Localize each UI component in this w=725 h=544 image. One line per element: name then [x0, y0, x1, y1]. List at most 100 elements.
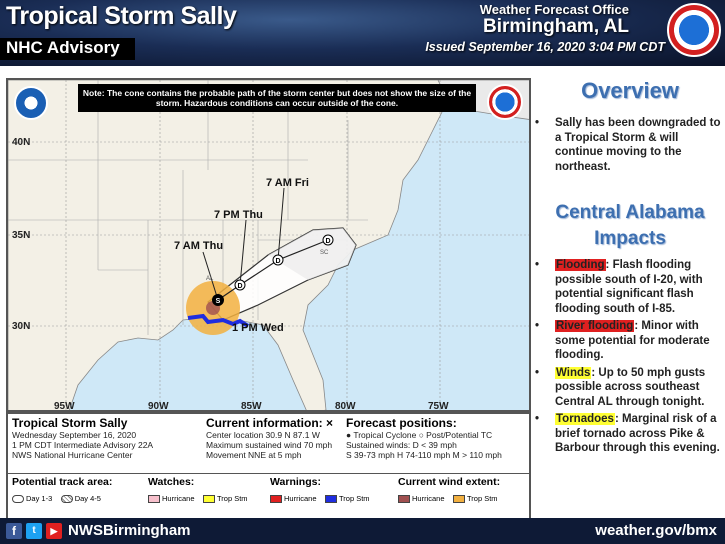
current-line: Maximum sustained wind 70 mph: [206, 440, 333, 450]
list-item: • River flooding: Minor with some potent…: [535, 319, 725, 363]
impacts-title: Central Alabama Impacts: [555, 202, 705, 249]
legend-title: Watches:: [148, 476, 195, 488]
forecast-label-fri: 7 AM Fri: [266, 177, 309, 189]
legend-label: Hurricane: [284, 494, 317, 503]
noaa-logo-icon: [14, 86, 48, 120]
office-label: Weather Forecast Office: [479, 2, 629, 17]
forecast-info: Forecast positions: ● Tropical Cyclone ○…: [346, 416, 526, 460]
advisory-bar: [0, 38, 135, 60]
graticule: [8, 80, 529, 410]
forecast-label-thu-pm: 7 PM Thu: [214, 209, 263, 221]
lon-label: 80W: [335, 401, 356, 412]
lon-label: 75W: [428, 401, 449, 412]
map-graphic: D D D S: [8, 80, 529, 410]
legend-item: Trop Stm: [202, 494, 248, 504]
day45-swatch: [60, 495, 73, 504]
trop-storm-wind-swatch: [452, 495, 465, 504]
legend-label: Day 1-3: [26, 494, 53, 503]
list-item: • Sally has been downgraded to a Tropica…: [535, 116, 725, 174]
state-label-al: AL: [206, 276, 214, 282]
legend: Potential track area: Day 1-3 Day 4-5 Wa…: [8, 474, 529, 528]
header: Tropical Storm Sally NHC Advisory Weathe…: [0, 0, 725, 66]
hurricane-watch-swatch: [148, 495, 160, 504]
impact-text: : Up to 50 mph gusts possible across sou…: [555, 366, 706, 408]
info-box: Tropical Storm Sally Wednesday September…: [6, 412, 531, 530]
map-note: Note: The cone contains the probable pat…: [78, 84, 476, 112]
trop-storm-watch-swatch: [202, 495, 215, 504]
point-label-d1: D: [325, 238, 330, 245]
list-item: • Flooding: Flash flooding possible sout…: [535, 258, 725, 316]
legend-item: Trop Stm: [452, 494, 498, 504]
youtube-icon[interactable]: ▶: [46, 523, 62, 539]
point-label-d3: D: [237, 283, 242, 290]
impact-tag: River flooding: [555, 320, 635, 332]
state-label-sc: SC: [320, 250, 329, 256]
issued-time: Issued September 16, 2020 3:04 PM CDT: [425, 40, 665, 54]
current-line: Movement NNE at 5 mph: [206, 450, 302, 460]
legend-item: Hurricane: [270, 494, 317, 504]
legend-label: Hurricane: [162, 494, 195, 503]
trop-storm-warning-swatch: [324, 495, 337, 504]
day13-swatch: [12, 495, 24, 504]
legend-title: Current wind extent:: [398, 476, 501, 488]
social-handle[interactable]: NWSBirmingham: [68, 522, 191, 539]
land-area: [8, 80, 449, 410]
forecast-point-fri: [322, 234, 334, 246]
legend-label: Trop Stm: [338, 494, 370, 503]
track-line: [217, 239, 329, 301]
nws-logo-icon: [667, 3, 721, 57]
bullet-icon: •: [535, 413, 540, 425]
point-label-s: S: [216, 298, 221, 305]
page-title: Tropical Storm Sally: [6, 2, 237, 30]
leader-thu-pm: [239, 219, 247, 286]
leader-thu-am: [202, 251, 219, 301]
bullet-icon: •: [535, 117, 540, 129]
website-link[interactable]: weather.gov/bmx: [595, 522, 717, 539]
legend-item: Hurricane: [398, 494, 445, 504]
info-row: Tropical Storm Sally Wednesday September…: [8, 414, 529, 474]
legend-item: Day 1-3: [12, 494, 53, 504]
legend-label: Trop Stm: [466, 494, 498, 503]
lat-label: 35N: [12, 230, 31, 241]
footer: f t ▶ NWSBirmingham weather.gov/bmx: [0, 518, 725, 544]
lon-label: 90W: [148, 401, 169, 412]
forecast-line: ● Tropical Cyclone ○ Post/Potential TC: [346, 430, 493, 440]
forecast-map: D D D S Note: The cone contains the prob…: [6, 78, 531, 412]
point-label-d2: D: [275, 258, 280, 265]
lon-label: 95W: [54, 401, 75, 412]
legend-item: Trop Stm: [324, 494, 370, 504]
office-name: Birmingham, AL: [482, 16, 629, 37]
storm-line: 1 PM CDT Intermediate Advisory 22A: [12, 440, 154, 450]
current-line: Center location 30.9 N 87.1 W: [206, 430, 320, 440]
trop-storm-warning-coast: [187, 313, 250, 328]
facebook-icon[interactable]: f: [6, 523, 22, 539]
overview-list: • Sally has been downgraded to a Tropica…: [535, 116, 725, 177]
forecast-point-thu-am: [234, 279, 246, 291]
legend-watches: Watches: Hurricane Trop Stm: [148, 476, 268, 506]
current-title: Current information: ×: [206, 416, 334, 430]
legend-label: Hurricane: [412, 494, 445, 503]
current-position: [212, 294, 224, 306]
hurricane-warning-swatch: [270, 495, 282, 504]
overview-title: Overview: [581, 78, 679, 103]
forecast-line: S 39-73 mph H 74-110 mph M > 110 mph: [346, 450, 502, 460]
twitter-icon[interactable]: t: [26, 523, 42, 539]
legend-item: Hurricane: [148, 494, 195, 504]
leader-fri: [277, 187, 285, 261]
bullet-icon: •: [535, 320, 540, 332]
legend-label: Trop Stm: [216, 494, 248, 503]
storm-name: Tropical Storm Sally: [12, 416, 128, 430]
storm-info: Tropical Storm Sally Wednesday September…: [12, 416, 202, 460]
legend-wind-extent: Current wind extent: Hurricane Trop Stm: [398, 476, 528, 506]
forecast-line: Sustained winds: D < 39 mph: [346, 440, 457, 450]
list-item: • Winds: Up to 50 mph gusts possible acr…: [535, 366, 725, 410]
storm-line: Wednesday September 16, 2020: [12, 430, 137, 440]
legend-item: Day 4-5: [60, 494, 101, 504]
lat-label: 40N: [12, 137, 31, 148]
advisory-subtitle: NHC Advisory: [6, 38, 120, 57]
lat-label: 30N: [12, 321, 31, 332]
right-panel: Overview • Sally has been downgraded to …: [535, 66, 725, 516]
nws-map-logo-icon: [487, 84, 523, 120]
legend-title: Warnings:: [270, 476, 321, 488]
legend-warnings: Warnings: Hurricane Trop Stm: [270, 476, 396, 506]
